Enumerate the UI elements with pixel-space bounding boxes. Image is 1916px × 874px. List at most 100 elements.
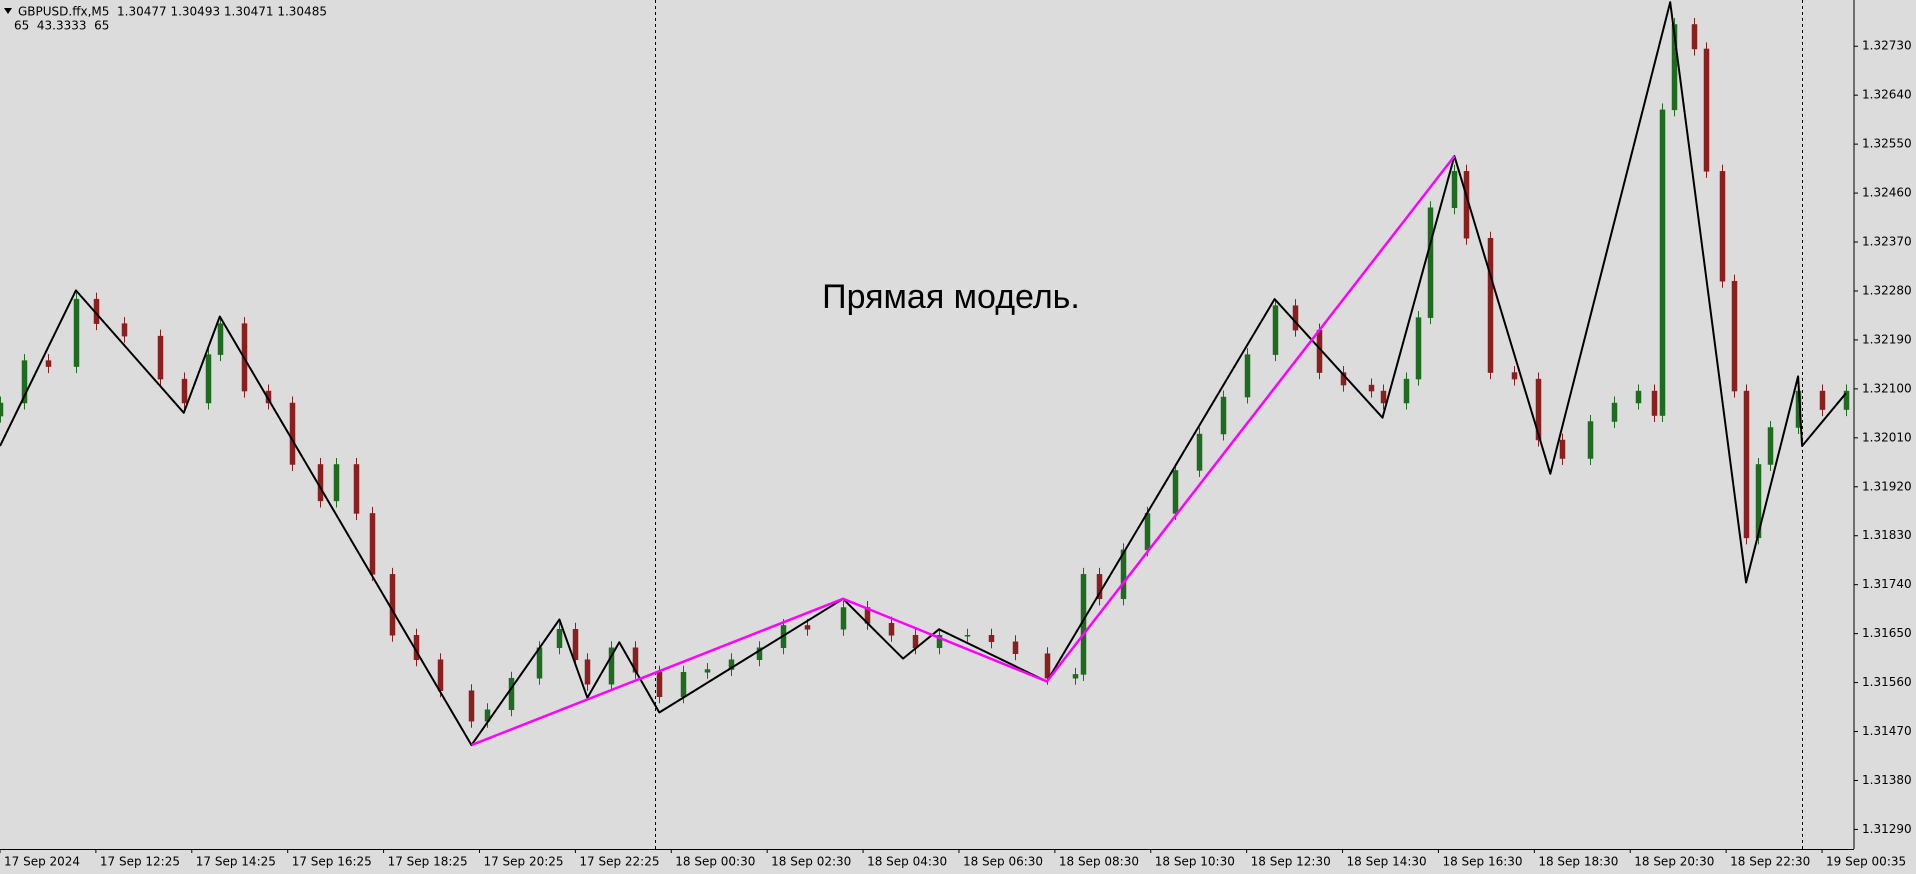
x-tick-label: 18 Sep 22:30 [1730, 855, 1810, 869]
candle-body [1451, 171, 1458, 209]
candle-body [1072, 674, 1079, 679]
y-tick-label: 1.32100 [1862, 381, 1912, 395]
candle-body [1044, 653, 1051, 679]
zigzag-line [0, 1, 1847, 747]
x-tick-label: 18 Sep 00:30 [675, 855, 755, 869]
y-tick-label: 1.31560 [1862, 675, 1912, 689]
y-tick-label: 1.31650 [1862, 626, 1912, 640]
candle-body [289, 402, 296, 465]
candle-body [704, 669, 711, 673]
candle-body [608, 647, 615, 685]
x-tick-label: 18 Sep 12:30 [1251, 855, 1331, 869]
y-tick-label: 1.32730 [1862, 39, 1912, 53]
candle-body [536, 647, 543, 679]
candle-body [680, 671, 687, 697]
y-tick-label: 1.31920 [1862, 479, 1912, 493]
candle-body [1743, 390, 1750, 539]
x-tick-label: 17 Sep 14:25 [196, 855, 276, 869]
candle-body [1819, 390, 1826, 410]
candle-body [1292, 305, 1299, 331]
candle-body [1559, 439, 1566, 459]
x-tick-label: 17 Sep 20:25 [483, 855, 563, 869]
candle-body [1120, 549, 1127, 600]
x-tick-label: 18 Sep 06:30 [963, 855, 1043, 869]
indicator-params: 65 43.3333 65 [14, 19, 109, 33]
candle-body [556, 629, 563, 649]
x-tick-label: 19 Sep 00:35 [1826, 855, 1906, 869]
x-tick-label: 18 Sep 10:30 [1155, 855, 1235, 869]
y-tick-label: 1.32010 [1862, 430, 1912, 444]
y-tick-label: 1.31470 [1862, 724, 1912, 738]
candle-body [157, 335, 164, 380]
candle-body [1244, 354, 1251, 398]
candle-body [888, 623, 895, 636]
candle-body [1691, 24, 1698, 50]
y-tick-label: 1.32190 [1862, 332, 1912, 346]
candle-body [1487, 237, 1494, 373]
y-tick-label: 1.31830 [1862, 528, 1912, 542]
chart-header: GBPUSD.ffx,M5 1.30477 1.30493 1.30471 1.… [18, 5, 327, 19]
candle-body [584, 659, 591, 685]
candle-body [1096, 574, 1103, 600]
collapse-icon[interactable] [4, 8, 12, 14]
candle-body [804, 625, 811, 630]
candle-body [369, 513, 376, 575]
candle-body [572, 629, 579, 660]
x-tick-label: 18 Sep 02:30 [771, 855, 851, 869]
candle-body [1651, 390, 1658, 416]
x-tick-label: 17 Sep 16:25 [292, 855, 372, 869]
x-tick-label: 18 Sep 14:30 [1347, 855, 1427, 869]
y-tick-label: 1.32370 [1862, 235, 1912, 249]
candle-body [1368, 384, 1375, 392]
candle-body [353, 464, 360, 514]
candle-body [1611, 402, 1618, 422]
x-tick-label: 18 Sep 20:30 [1634, 855, 1714, 869]
candle-body [333, 464, 340, 502]
candle-body [121, 323, 128, 337]
candle-body [1012, 641, 1019, 654]
candle-body [1535, 378, 1542, 441]
annotation: Прямая модель. [822, 278, 1080, 316]
y-tick-label: 1.32460 [1862, 186, 1912, 200]
candle-body [1380, 390, 1387, 404]
y-tick-label: 1.31380 [1862, 773, 1912, 787]
x-tick-label: 18 Sep 04:30 [867, 855, 947, 869]
x-tick-label: 17 Sep 2024 [4, 855, 80, 869]
candle-body [508, 677, 515, 711]
candle-body [988, 635, 995, 643]
x-tick-label: 17 Sep 18:25 [388, 855, 468, 869]
candle-body [1196, 433, 1203, 471]
candle-body [1659, 109, 1666, 416]
candle-body [1843, 390, 1850, 410]
candle-body [936, 635, 943, 649]
candle-body [1427, 207, 1434, 318]
candle-body [1415, 317, 1422, 380]
candle-body [1220, 396, 1227, 435]
y-tick-label: 1.31740 [1862, 577, 1912, 591]
candle-body [468, 690, 475, 722]
candle-body [1172, 470, 1179, 514]
candle-body [728, 659, 735, 670]
candle-body [1671, 24, 1678, 111]
candle-body [1587, 421, 1594, 459]
x-tick-label: 17 Sep 22:25 [579, 855, 659, 869]
candle-body [1731, 280, 1738, 392]
candle-body [964, 635, 971, 637]
candle-body [1719, 171, 1726, 282]
candle-body [389, 574, 396, 636]
candle-body [1755, 464, 1762, 539]
pattern-line [471, 155, 1456, 747]
y-tick-label: 1.31290 [1862, 822, 1912, 836]
y-tick-label: 1.32280 [1862, 283, 1912, 297]
x-tick-label: 18 Sep 08:30 [1059, 855, 1139, 869]
y-tick-label: 1.32550 [1862, 137, 1912, 151]
candle-body [1511, 372, 1518, 380]
y-tick-label: 1.32640 [1862, 88, 1912, 102]
candle-body [0, 402, 4, 417]
candle-body [45, 360, 52, 367]
candle-body [1403, 378, 1410, 404]
x-tick-label: 18 Sep 18:30 [1538, 855, 1618, 869]
candle-body [1272, 305, 1279, 355]
